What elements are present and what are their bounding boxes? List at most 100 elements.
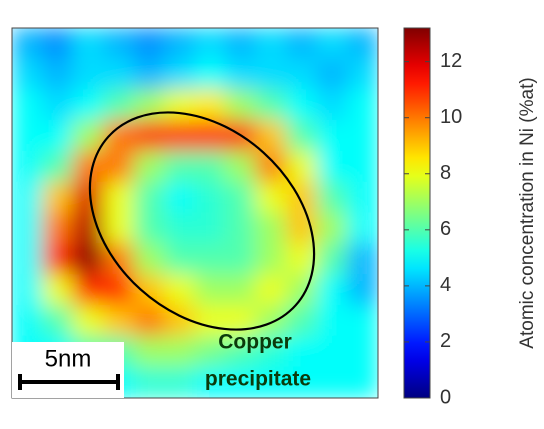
heatmap-cell <box>103 58 135 91</box>
heatmap-cell <box>103 181 135 214</box>
heatmap-cell <box>316 366 348 398</box>
heatmap-cell <box>347 120 378 152</box>
heatmap-cell <box>72 28 104 60</box>
heatmap-cell <box>347 212 378 245</box>
scale-bar-box <box>12 342 124 398</box>
heatmap-cell <box>133 28 165 60</box>
heatmap-cell <box>12 305 43 337</box>
heatmap-cell <box>225 335 257 368</box>
heatmap-cell <box>286 150 318 183</box>
heatmap-cell <box>164 181 196 214</box>
heatmap <box>12 28 378 398</box>
heatmap-cell <box>133 366 165 398</box>
heatmap-cell <box>133 120 165 152</box>
heatmap-cell <box>42 181 74 214</box>
heatmap-cell <box>347 58 378 91</box>
heatmap-cell <box>164 243 196 276</box>
heatmap-cell <box>12 181 43 214</box>
colorbar <box>403 27 431 399</box>
heatmap-cell <box>347 274 378 306</box>
colorbar-tick-label: 4 <box>440 274 451 296</box>
heatmap-cell <box>133 150 165 183</box>
colorbar-label: Atomic concentration in Ni (%at) <box>517 77 538 348</box>
heatmap-cell <box>255 120 287 152</box>
heatmap-cell <box>316 150 348 183</box>
heatmap-cell <box>133 243 165 276</box>
heatmap-cell <box>316 212 348 245</box>
heatmap-cell <box>12 28 43 60</box>
heatmap-cell <box>103 28 135 60</box>
heatmap-cell <box>225 28 257 60</box>
heatmap-cell <box>347 150 378 183</box>
precipitate-outline <box>88 111 316 331</box>
heatmap-cell <box>42 305 74 337</box>
heatmap-cell <box>164 335 196 368</box>
heatmap-cell <box>42 120 74 152</box>
colorbar-tick-label: 8 <box>440 162 451 184</box>
heatmap-cell <box>255 181 287 214</box>
heatmap-cell <box>316 274 348 306</box>
heatmap-cell <box>12 212 43 245</box>
heatmap-cell <box>255 89 287 121</box>
heatmap-cell <box>194 181 226 214</box>
heatmap-cell <box>133 58 165 91</box>
heatmap-cell <box>164 89 196 121</box>
heatmap-cell <box>347 181 378 214</box>
heatmap-cell <box>194 305 226 337</box>
heatmap-cell <box>194 212 226 245</box>
heatmap-cell <box>316 28 348 60</box>
heatmap-cell <box>103 305 135 337</box>
heatmap-cell <box>286 28 318 60</box>
heatmap-cell <box>347 89 378 121</box>
heatmap-cell <box>225 305 257 337</box>
scale-bar-label: 5nm <box>45 345 92 372</box>
heatmap-cell <box>164 150 196 183</box>
heatmap-cell <box>103 150 135 183</box>
heatmap-cell <box>316 305 348 337</box>
heatmap-cell <box>225 181 257 214</box>
colorbar-tick-label: 2 <box>440 330 451 352</box>
heatmap-cell <box>225 89 257 121</box>
heatmap-cell <box>164 274 196 306</box>
heatmap-cell <box>316 181 348 214</box>
plot-frame <box>11 27 379 399</box>
heatmap-cell <box>42 89 74 121</box>
heatmap-cell <box>286 89 318 121</box>
heatmap-cell <box>72 58 104 91</box>
heatmap-cell <box>286 58 318 91</box>
heatmap-cell <box>133 305 165 337</box>
heatmap-cell <box>347 305 378 337</box>
heatmap-cell <box>255 335 287 368</box>
heatmap-cell <box>72 181 104 214</box>
heatmap-cell <box>12 274 43 306</box>
heatmap-cell <box>286 181 318 214</box>
colorbar-tick-label: 12 <box>440 50 462 72</box>
heatmap-cell <box>72 243 104 276</box>
heatmap-cell <box>225 58 257 91</box>
heatmap-cell <box>133 181 165 214</box>
heatmap-cell <box>255 28 287 60</box>
heatmap-cell <box>133 89 165 121</box>
heatmap-cell <box>194 366 226 398</box>
heatmap-cell <box>225 366 257 398</box>
heatmap-cell <box>255 212 287 245</box>
heatmap-cell <box>286 120 318 152</box>
heatmap-cell <box>347 243 378 276</box>
heatmap-cell <box>72 120 104 152</box>
heatmap-cell <box>12 243 43 276</box>
heatmap-cell <box>72 89 104 121</box>
heatmap-cell <box>133 274 165 306</box>
heatmap-cell <box>194 335 226 368</box>
heatmap-cell <box>316 58 348 91</box>
heatmap-cell <box>194 28 226 60</box>
heatmap-cell <box>42 150 74 183</box>
heatmap-cell <box>12 58 43 91</box>
colorbar-tick-label: 10 <box>440 106 462 128</box>
heatmap-cell <box>225 212 257 245</box>
heatmap-cell <box>194 274 226 306</box>
heatmap-cell <box>72 274 104 306</box>
heatmap-cell <box>42 212 74 245</box>
heatmap-cell <box>286 335 318 368</box>
heatmap-cell <box>347 335 378 368</box>
